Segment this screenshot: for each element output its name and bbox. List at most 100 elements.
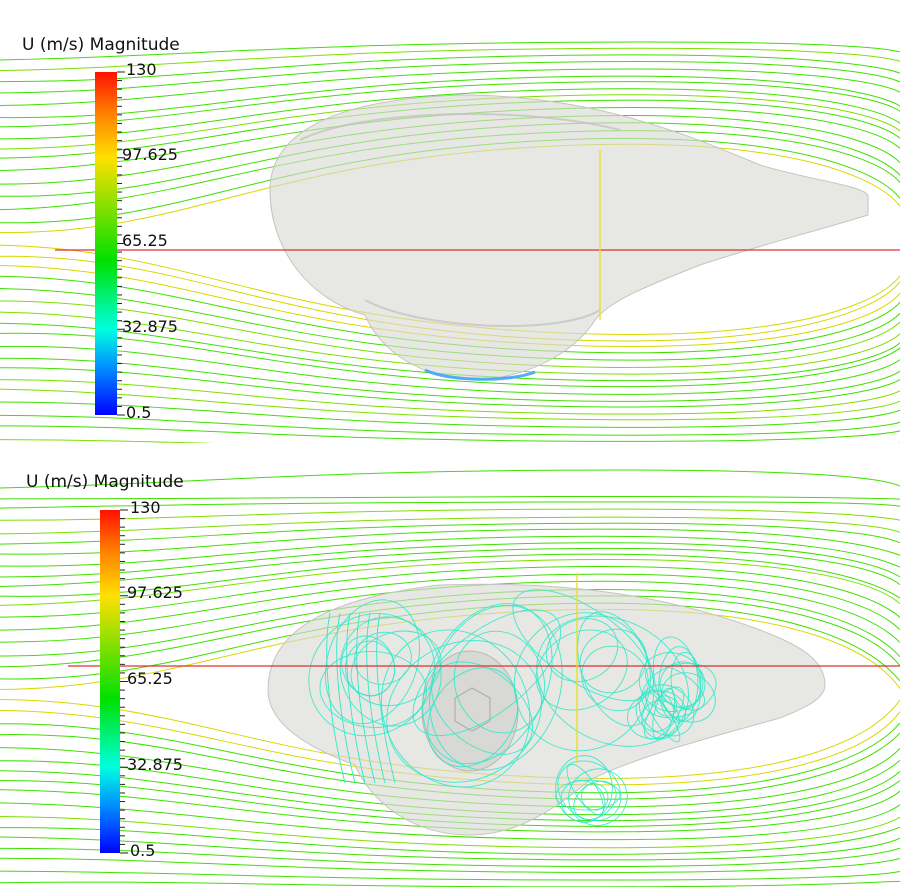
recirculation-loop — [545, 618, 619, 682]
inner-hex-bottom — [454, 687, 491, 732]
recirculation-loop — [431, 661, 533, 755]
recirculation-loop — [324, 599, 420, 725]
tick-label-97-bottom: 97.625 — [127, 583, 183, 602]
tick-label-05-top: 0.5 — [126, 403, 152, 422]
recirculation-loop — [308, 613, 436, 737]
recirculation-streamline — [376, 612, 396, 784]
recirculation-loop — [386, 640, 542, 783]
recirculation-streamlines-bottom — [308, 589, 717, 826]
recirculation-streamline — [336, 612, 356, 784]
streamline — [0, 580, 900, 643]
streamline — [0, 857, 900, 873]
streamline — [0, 439, 900, 443]
flow-scene-top — [0, 41, 900, 443]
recirculation-loop — [429, 604, 563, 771]
recirculation-loop — [354, 631, 412, 685]
tick-label-130-top: 130 — [126, 60, 157, 79]
recirculation-loop — [670, 651, 702, 710]
recirculation-loop — [536, 615, 689, 747]
recirculation-loop — [341, 635, 396, 696]
streamlines-bottom — [0, 469, 900, 887]
streamline — [0, 508, 900, 521]
streamline — [0, 547, 900, 588]
streamline — [0, 573, 900, 631]
streamline — [0, 88, 900, 140]
tick-label-130-bottom: 130 — [130, 498, 161, 517]
recirculation-loop — [568, 768, 628, 826]
streamline — [0, 367, 900, 408]
streamline — [0, 469, 900, 489]
recirculation-loop — [513, 612, 651, 752]
streamline — [0, 535, 900, 568]
streamline — [0, 47, 900, 72]
recirculation-loop — [573, 780, 617, 820]
tick-label-32-bottom: 32.875 — [127, 755, 183, 774]
streamline — [0, 379, 900, 415]
legend-title-top: U (m/s) Magnitude — [22, 35, 180, 55]
streamline — [0, 495, 900, 500]
streamline — [0, 322, 900, 382]
streamline — [0, 81, 900, 128]
legend-title-bottom: U (m/s) Magnitude — [26, 472, 184, 492]
streamline — [0, 75, 900, 119]
streamline — [0, 357, 900, 402]
streamline — [0, 815, 900, 849]
colorbar-ticks-bottom — [120, 509, 128, 854]
streamline — [0, 870, 900, 881]
recirculation-loop — [581, 645, 649, 712]
streamline — [0, 331, 900, 388]
recirculation-loop — [339, 616, 442, 727]
tick-label-05-bottom: 0.5 — [130, 841, 156, 860]
recirculation-streamline — [346, 612, 366, 784]
streamline — [0, 802, 900, 841]
visualization-panel-bottom: U (m/s) Magnitude 130 97.625 65.25 32.87… — [0, 443, 900, 887]
streamline — [0, 344, 900, 395]
recirculation-loop — [453, 630, 546, 734]
recirculation-loop — [350, 630, 442, 707]
streamline — [0, 559, 900, 606]
recirculation-loop — [579, 628, 648, 694]
streamline — [0, 553, 900, 599]
recirculation-loop — [638, 652, 704, 712]
recirculation-loop — [577, 611, 655, 727]
streamline — [0, 41, 900, 61]
streamline — [0, 516, 900, 535]
vehicle-body-top — [269, 94, 869, 381]
colorbar-ticks-top — [117, 71, 125, 416]
recirculation-loop — [635, 689, 675, 733]
streamline — [0, 566, 900, 618]
streamline — [0, 501, 900, 509]
recirculation-streamline — [326, 612, 346, 784]
streamline — [0, 836, 900, 861]
streamline — [0, 542, 900, 578]
streamline — [0, 425, 900, 442]
streamline — [0, 401, 900, 428]
streamline — [0, 94, 900, 150]
flow-scene-bottom — [0, 469, 900, 887]
streamline — [0, 388, 900, 421]
recirculation-loop — [380, 629, 531, 788]
recirculation-loop — [627, 690, 686, 740]
recirculation-loop — [422, 603, 553, 765]
streamline — [0, 847, 900, 868]
stagnation-blue-top — [424, 368, 536, 381]
body-surface-bottom — [267, 583, 826, 836]
tick-label-32-top: 32.875 — [122, 317, 178, 336]
recirculation-loop — [555, 755, 613, 823]
recirculation-loop — [566, 763, 604, 815]
streamline — [0, 61, 900, 94]
tick-label-65-bottom: 65.25 — [127, 669, 173, 688]
body-underside-top — [364, 299, 601, 328]
recirculation-streamline — [366, 612, 386, 784]
vehicle-body-bottom — [267, 583, 826, 836]
recirculation-loop — [557, 760, 622, 821]
streamline — [0, 414, 900, 436]
recirculation-loop — [652, 636, 701, 722]
colorbar-bottom — [100, 510, 120, 853]
streamline — [0, 789, 900, 833]
visualization-panel-top: U (m/s) Magnitude 130 97.625 65.25 32.87… — [0, 0, 900, 443]
tick-label-65-top: 65.25 — [122, 231, 168, 250]
streamline — [0, 68, 900, 107]
body-surface-top — [269, 94, 869, 381]
inner-hub-bottom — [421, 650, 519, 772]
